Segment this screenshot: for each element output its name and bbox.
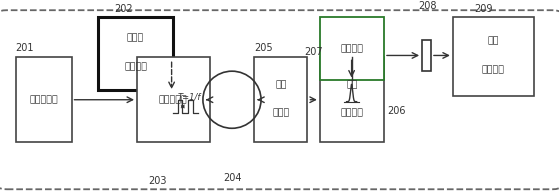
Text: T=1/f: T=1/f bbox=[178, 93, 201, 102]
Text: 分析装置: 分析装置 bbox=[482, 65, 505, 74]
Text: 发生装置: 发生装置 bbox=[124, 63, 147, 72]
FancyBboxPatch shape bbox=[0, 10, 559, 189]
Text: 204: 204 bbox=[224, 173, 242, 183]
Text: 201: 201 bbox=[16, 43, 34, 53]
Bar bbox=[137, 57, 210, 142]
Text: 放大器: 放大器 bbox=[272, 109, 290, 118]
Bar bbox=[98, 17, 173, 90]
Bar bbox=[320, 57, 384, 142]
Text: 电脉冲: 电脉冲 bbox=[127, 34, 144, 43]
Bar bbox=[453, 17, 534, 96]
Text: 207: 207 bbox=[305, 47, 323, 57]
Text: 强度调制器: 强度调制器 bbox=[159, 95, 188, 104]
Bar bbox=[422, 40, 431, 71]
Text: 激光二极管: 激光二极管 bbox=[29, 95, 58, 104]
Text: 电光晶体: 电光晶体 bbox=[340, 44, 363, 53]
Text: 206: 206 bbox=[387, 106, 405, 116]
Bar bbox=[254, 57, 307, 142]
Text: 压缩装置: 压缩装置 bbox=[340, 109, 363, 118]
Text: 205: 205 bbox=[254, 43, 273, 53]
Text: 209: 209 bbox=[474, 4, 492, 14]
Text: 208: 208 bbox=[418, 1, 437, 11]
Bar bbox=[320, 17, 384, 81]
Text: 功率: 功率 bbox=[275, 80, 287, 89]
Text: 光谱: 光谱 bbox=[487, 36, 499, 45]
Text: 203: 203 bbox=[148, 176, 167, 186]
Text: 202: 202 bbox=[115, 4, 133, 14]
Text: 脉宽: 脉宽 bbox=[346, 80, 358, 89]
Bar bbox=[16, 57, 72, 142]
